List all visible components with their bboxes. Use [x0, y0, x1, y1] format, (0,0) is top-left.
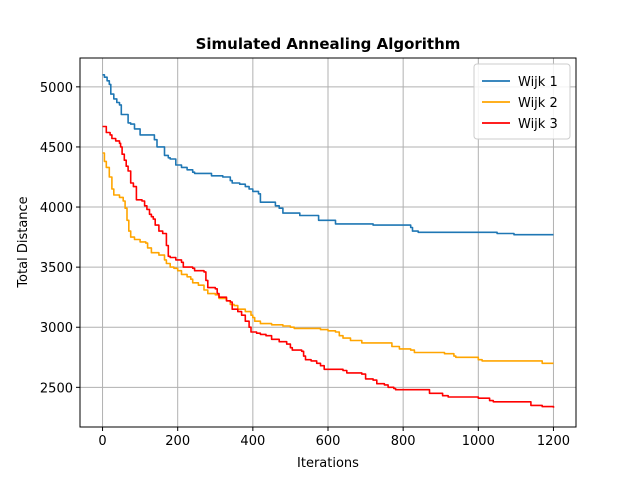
- legend-box: [473, 63, 571, 140]
- x-tick-label: 200: [165, 434, 190, 449]
- series-line-wijk-1: [102, 74, 554, 236]
- x-tick-label: 600: [316, 434, 341, 449]
- legend-label-wijk-2: Wijk 2: [518, 96, 558, 111]
- x-tick-label: 0: [98, 434, 106, 449]
- y-tick-label: 4500: [40, 141, 73, 156]
- x-tick-label: 1000: [462, 434, 495, 449]
- tick-layer: 0 200 400 600 800 1000 1200 2500 3000 3500 4000 450…: [40, 81, 570, 449]
- legend-label-wijk-1: Wijk 1: [518, 75, 558, 90]
- y-tick-label: 3000: [40, 321, 73, 336]
- chart-title: Simulated Annealing Algorithm: [196, 35, 461, 53]
- grid-layer: [80, 58, 576, 427]
- legend: Wijk 1 Wijk 2 Wijk 3: [473, 63, 571, 140]
- y-tick-label: 2500: [40, 381, 73, 396]
- y-tick-label: 4000: [40, 201, 73, 216]
- series-layer: [102, 74, 555, 408]
- legend-label-wijk-3: Wijk 3: [518, 117, 558, 132]
- y-tick-label: 5000: [40, 81, 73, 96]
- series-line-wijk-3: [102, 125, 555, 408]
- x-tick-label: 1200: [537, 434, 570, 449]
- x-tick-label: 800: [391, 434, 416, 449]
- x-axis-label: Iterations: [297, 456, 359, 471]
- x-tick-label: 400: [240, 434, 265, 449]
- y-axis-label: Total Distance: [16, 196, 31, 288]
- y-tick-label: 3500: [40, 261, 73, 276]
